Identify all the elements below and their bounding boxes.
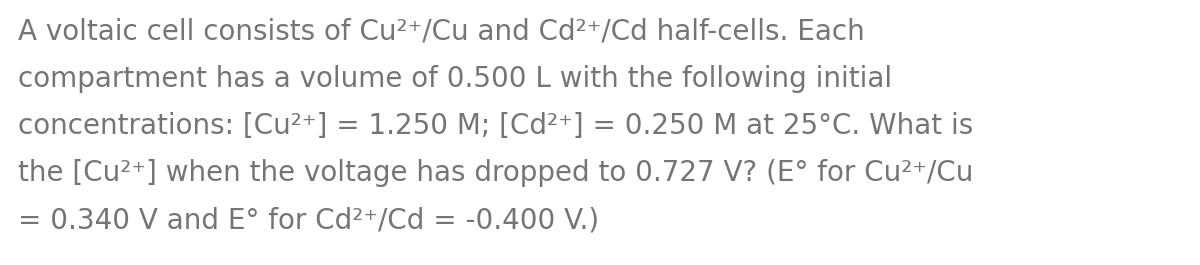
Text: A voltaic cell consists of Cu²⁺/Cu and Cd²⁺/Cd half-cells. Each: A voltaic cell consists of Cu²⁺/Cu and C… (18, 18, 865, 46)
Text: concentrations: [Cu²⁺] = 1.250 M; [Cd²⁺] = 0.250 M at 25°C. What is: concentrations: [Cu²⁺] = 1.250 M; [Cd²⁺]… (18, 112, 973, 140)
Text: the [Cu²⁺] when the voltage has dropped to 0.727 V? (E° for Cu²⁺/Cu: the [Cu²⁺] when the voltage has dropped … (18, 159, 973, 187)
Text: compartment has a volume of 0.500 L with the following initial: compartment has a volume of 0.500 L with… (18, 65, 892, 93)
Text: = 0.340 V and E° for Cd²⁺/Cd = -0.400 V.): = 0.340 V and E° for Cd²⁺/Cd = -0.400 V.… (18, 206, 599, 234)
